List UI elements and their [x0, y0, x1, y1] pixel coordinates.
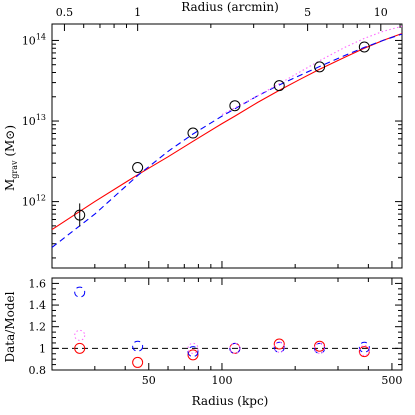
residual-x-tick-label: 100 [211, 374, 232, 387]
residual-marker-2 [132, 340, 144, 352]
bottom-axis-title: Radius (kpc) [192, 394, 269, 408]
data-point [314, 61, 326, 73]
data-point [229, 100, 241, 112]
main-y-tick-label: 1012 [22, 194, 46, 209]
residual-plot-frame [51, 277, 403, 371]
solar-symbol: ⊙ [3, 130, 17, 140]
model-curve-2 [51, 33, 403, 248]
data-point [273, 80, 285, 92]
data-point [132, 162, 144, 174]
residual-x-tick-label: 500 [381, 374, 402, 387]
top-axis-tick-label: 1 [134, 6, 141, 19]
top-axis-title: Radius (arcmin) [181, 0, 279, 14]
residual-y-tick-label: 1 [39, 342, 46, 355]
residual-marker-2 [187, 346, 199, 358]
model-curve-1 [51, 32, 403, 231]
mass-profile-panel: 0.5 1 5 10 1012 1013 1014 [22, 6, 403, 269]
data-point [74, 209, 86, 221]
residual-marker-2 [74, 286, 86, 298]
residual-y-axis-title: Data/Model [3, 291, 17, 362]
residual-y-tick-label: 1.6 [29, 277, 47, 290]
data-point [358, 41, 370, 53]
residual-marker-1 [314, 340, 326, 352]
residual-marker-3 [229, 342, 241, 354]
residual-marker-3 [358, 345, 370, 357]
residuals-panel: 0.8 1 1.2 1.4 1.6 50 100 500 [29, 277, 403, 387]
residual-marker-3 [273, 341, 285, 353]
main-y-axis-title: Mgrav (M⊙) [3, 125, 19, 191]
residual-marker-3 [74, 329, 86, 341]
top-axis-tick-label: 0.5 [56, 6, 74, 19]
residual-marker-3 [314, 342, 326, 354]
residual-marker-3 [187, 342, 199, 354]
residual-marker-1 [132, 356, 144, 368]
residual-marker-2 [358, 341, 370, 353]
main-y-tick-label: 1013 [22, 113, 46, 128]
model-curve-3 [221, 25, 403, 116]
residual-marker-1 [273, 338, 285, 350]
top-axis-tick-label: 10 [374, 6, 388, 19]
data-point [187, 127, 199, 139]
residual-y-tick-label: 0.8 [29, 364, 47, 377]
residual-y-tick-label: 1.4 [29, 299, 47, 312]
main-y-tick-label: 1014 [22, 32, 46, 47]
residual-marker-1 [74, 342, 86, 354]
residual-x-tick-label: 50 [142, 374, 156, 387]
top-axis-tick-label: 5 [304, 6, 311, 19]
residual-y-tick-label: 1.2 [29, 321, 47, 334]
main-plot-frame [51, 23, 403, 269]
residual-marker-1 [187, 349, 199, 361]
